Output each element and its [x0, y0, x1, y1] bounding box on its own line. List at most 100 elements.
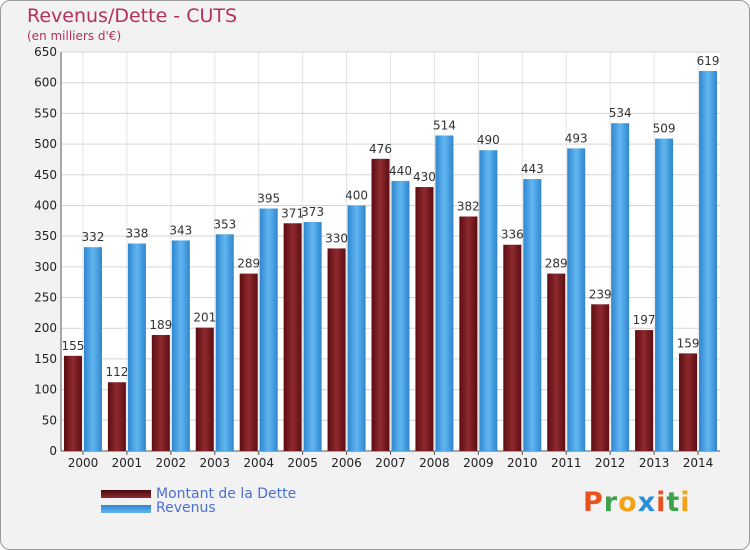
chart-subtitle: (en milliers d'€): [27, 29, 122, 43]
data-label-revenue: 353: [213, 217, 236, 231]
data-label-revenue: 534: [609, 106, 632, 120]
bar-revenue: [611, 123, 630, 452]
bar-debt: [239, 273, 258, 451]
x-tick-label: 2001: [112, 456, 143, 470]
data-label-revenue: 395: [257, 192, 280, 206]
logo-letter: x: [637, 487, 657, 518]
logo-letter: r: [603, 487, 619, 518]
y-tick-label: 450: [34, 168, 57, 182]
data-label-revenue: 440: [389, 164, 412, 178]
data-label-revenue: 400: [345, 188, 368, 202]
bar-debt: [151, 334, 170, 451]
bar-revenue: [523, 179, 542, 451]
bar-revenue: [215, 234, 234, 451]
logo-letter: o: [618, 487, 638, 518]
data-label-debt: 112: [105, 365, 128, 379]
x-tick-label: 2003: [199, 456, 230, 470]
bar-debt: [327, 248, 346, 451]
x-tick-label: 2009: [463, 456, 494, 470]
data-label-revenue: 514: [433, 118, 456, 132]
bar-revenue: [347, 205, 366, 451]
y-tick-label: 400: [34, 198, 57, 212]
bar-revenue: [303, 222, 322, 451]
legend-swatch-debt: [101, 490, 151, 498]
y-tick-label: 650: [34, 45, 57, 59]
y-tick-label: 550: [34, 106, 57, 120]
logo-letter: P: [583, 487, 604, 518]
bar-chart: 0 50 100 150 200 250 300 350 400 450 500 550 600 650 2…: [34, 45, 720, 470]
y-tick-label: 500: [34, 137, 57, 151]
y-tick-label: 50: [42, 413, 57, 427]
data-label-debt: 197: [633, 313, 656, 327]
y-tick-label: 300: [34, 260, 57, 274]
data-label-revenue: 443: [521, 162, 544, 176]
bar-debt: [371, 158, 390, 451]
y-tick-label: 600: [34, 76, 57, 90]
x-tick-label: 2012: [595, 456, 626, 470]
x-tick-label: 2006: [331, 456, 362, 470]
data-label-debt: 382: [457, 200, 480, 214]
x-tick-label: 2008: [419, 456, 450, 470]
grid-layer: [60, 51, 720, 455]
data-label-revenue: 490: [477, 133, 500, 147]
bar-revenue: [435, 135, 454, 451]
bar-debt: [635, 330, 654, 451]
data-label-revenue: 493: [565, 131, 588, 145]
bar-debt: [459, 216, 478, 451]
logo-letter: t: [666, 487, 681, 518]
bar-revenue: [699, 71, 718, 451]
x-tick-label: 2010: [507, 456, 538, 470]
data-label-debt: 201: [193, 311, 216, 325]
bar-debt: [107, 382, 126, 451]
data-label-debt: 289: [237, 257, 260, 271]
label-layer: 0 50 100 150 200 250 300 350 400 450 500 550 600 650 2…: [34, 45, 719, 470]
data-label-debt: 159: [677, 336, 700, 350]
bar-debt: [547, 273, 566, 451]
bar-debt: [63, 355, 82, 451]
data-label-debt: 155: [62, 339, 85, 353]
data-label-debt: 430: [413, 170, 436, 184]
y-tick-label: 0: [49, 444, 57, 458]
y-tick-label: 250: [34, 291, 57, 305]
bar-debt: [679, 353, 698, 451]
logo-letter: i: [680, 487, 691, 518]
data-label-debt: 476: [369, 142, 392, 156]
x-tick-label: 2014: [683, 456, 714, 470]
bar-revenue: [127, 243, 146, 451]
y-tick-label: 100: [34, 383, 57, 397]
data-label-revenue: 332: [82, 230, 105, 244]
x-tick-label: 2004: [243, 456, 274, 470]
y-tick-label: 350: [34, 229, 57, 243]
bar-revenue: [391, 180, 410, 451]
bar-debt: [195, 327, 214, 451]
bar-debt: [283, 223, 302, 451]
logo-letter: i: [656, 487, 667, 518]
bar-revenue: [655, 138, 674, 451]
x-tick-label: 2000: [68, 456, 99, 470]
data-label-debt: 371: [281, 206, 304, 220]
data-label-debt: 289: [545, 257, 568, 271]
data-label-revenue: 338: [125, 227, 148, 241]
x-tick-label: 2005: [287, 456, 318, 470]
y-tick-label: 200: [34, 321, 57, 335]
data-label-revenue: 509: [653, 122, 676, 136]
bar-debt: [415, 187, 434, 452]
legend-label-debt: Montant de la Dette: [156, 486, 297, 502]
bar-debt: [503, 244, 522, 451]
x-tick-label: 2013: [639, 456, 670, 470]
data-label-debt: 239: [589, 287, 612, 301]
bar-debt: [591, 304, 610, 451]
data-label-revenue: 619: [697, 54, 720, 68]
data-label-debt: 330: [325, 231, 348, 245]
x-tick-label: 2007: [375, 456, 406, 470]
x-tick-label: 2011: [551, 456, 582, 470]
data-label-revenue: 373: [301, 205, 324, 219]
chart-title: Revenus/Dette - CUTS: [27, 5, 238, 27]
bar-revenue: [259, 208, 278, 451]
data-label-revenue: 343: [169, 223, 192, 237]
bar-revenue: [171, 240, 190, 451]
data-label-debt: 189: [149, 318, 172, 332]
y-tick-label: 150: [34, 352, 57, 366]
bar-revenue: [479, 150, 498, 451]
